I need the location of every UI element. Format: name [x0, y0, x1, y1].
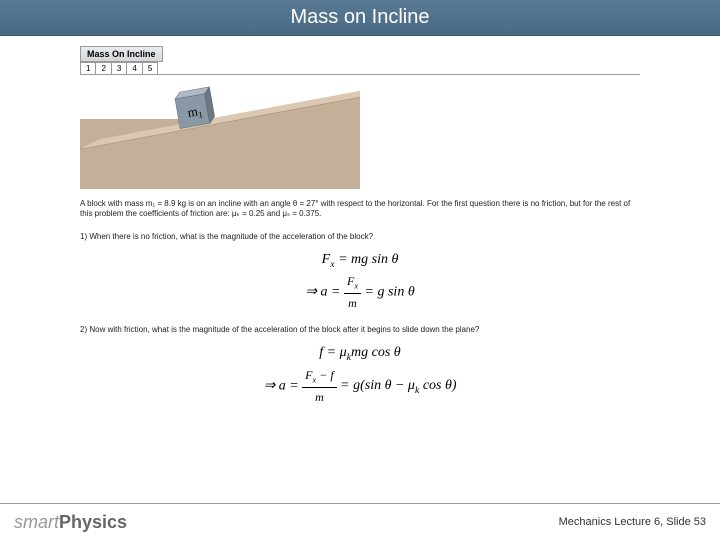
footer: smartPhysics Mechanics Lecture 6, Slide … [0, 504, 720, 540]
incline-diagram: m1 [80, 79, 360, 189]
question-2: 2) Now with friction, what is the magnit… [80, 325, 640, 334]
q2-eq2: ⇒ a = Fx − fm = g(sin θ − μk cos θ) [80, 366, 640, 407]
logo-physics: Physics [59, 512, 127, 532]
logo-smart: smart [14, 512, 59, 532]
q1-equations: Fx = mg sin θ ⇒ a = Fxm = g sin θ [80, 249, 640, 313]
problem-tab-label: Mass On Incline [80, 46, 163, 62]
slide-header: Mass on Incline [0, 0, 720, 36]
tab-num-1[interactable]: 1 [80, 62, 96, 74]
tab-num-4[interactable]: 4 [126, 62, 142, 74]
question-1: 1) When there is no friction, what is th… [80, 232, 640, 241]
tab-num-3[interactable]: 3 [111, 62, 127, 74]
q1-eq1: Fx = mg sin θ [80, 249, 640, 272]
logo: smartPhysics [14, 512, 127, 533]
tab-num-2[interactable]: 2 [95, 62, 111, 74]
q2-equations: f = μkmg cos θ ⇒ a = Fx − fm = g(sin θ −… [80, 342, 640, 406]
content-area: Mass On Incline 1 2 3 4 5 m1 A bloc [0, 36, 720, 407]
slide-title: Mass on Incline [291, 6, 430, 28]
q1-eq2: ⇒ a = Fxm = g sin θ [80, 272, 640, 313]
slide-number: Mechanics Lecture 6, Slide 53 [559, 516, 706, 528]
tab-number-row: 1 2 3 4 5 [80, 62, 640, 75]
problem-statement: A block with mass m₁ = 8.9 kg is on an i… [80, 199, 640, 220]
q2-eq1: f = μkmg cos θ [80, 342, 640, 365]
tab-num-5[interactable]: 5 [142, 62, 158, 74]
